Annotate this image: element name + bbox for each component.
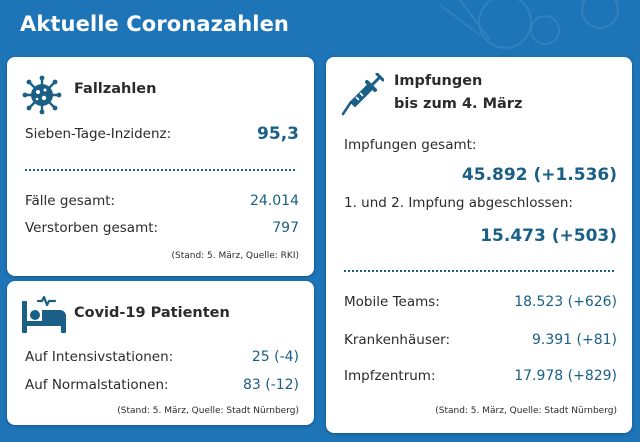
vaccinations-card: Impfungen bis zum 4. März Impfungen gesa… (326, 57, 632, 433)
patients-card: Covid-19 Patienten Auf Intensivstationen… (7, 281, 314, 425)
hospitals-label: Krankenhäuser: (344, 332, 451, 348)
completed-value: 15.473 (+503) (480, 226, 617, 246)
patients-title: Covid-19 Patienten (74, 305, 230, 321)
virus-icon (22, 75, 62, 115)
source-note: (Stand: 5. März, Quelle: Stadt Nürnberg) (117, 406, 299, 416)
mobile-teams-label: Mobile Teams: (344, 294, 440, 310)
deaths-label: Verstorben gesamt: (25, 220, 159, 236)
vaccination-center-label: Impfzentrum: (344, 368, 436, 384)
vaccination-center-value: 17.978 (+829) (514, 368, 617, 384)
divider (344, 270, 614, 272)
vaccinations-title: Impfungen (394, 73, 483, 89)
normal-ward-value: 83 (-12) (242, 377, 299, 393)
incidence-value: 95,3 (257, 124, 299, 144)
incidence-label: Sieben-Tage-Inzidenz: (25, 126, 172, 142)
mobile-teams-value: 18.523 (+626) (514, 294, 617, 310)
total-vaccinations-value: 45.892 (+1.536) (461, 165, 617, 185)
case-numbers-card: Fallzahlen Sieben-Tage-Inzidenz: 95,3 Fä… (7, 57, 314, 276)
cases-value: 24.014 (250, 193, 299, 209)
completed-label: 1. und 2. Impfung abgeschlossen: (344, 195, 573, 211)
hospital-bed-icon (20, 295, 68, 335)
cases-label: Fälle gesamt: (25, 193, 116, 209)
source-note: (Stand: 5. März, Quelle: Stadt Nürnberg) (435, 406, 617, 416)
total-vaccinations-label: Impfungen gesamt: (344, 137, 477, 153)
source-note: (Stand: 5. März, Quelle: RKI) (171, 251, 299, 261)
normal-ward-label: Auf Normalstationen: (25, 377, 169, 393)
syringe-icon (340, 73, 384, 117)
divider (25, 169, 295, 171)
vaccinations-subtitle: bis zum 4. März (394, 96, 523, 112)
hospitals-value: 9.391 (+81) (532, 332, 617, 348)
case-numbers-title: Fallzahlen (74, 81, 157, 97)
deaths-value: 797 (272, 220, 299, 236)
icu-label: Auf Intensivstationen: (25, 349, 174, 365)
page-title: Aktuelle Coronazahlen (20, 12, 289, 36)
icu-value: 25 (-4) (251, 349, 299, 365)
